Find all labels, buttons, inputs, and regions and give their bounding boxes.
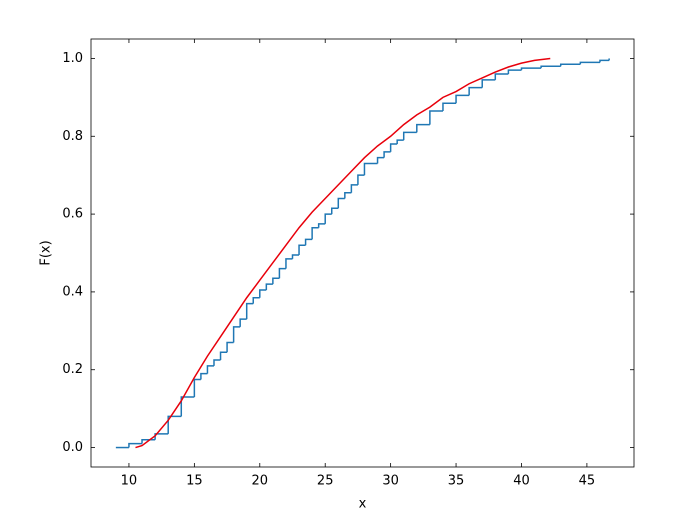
x-axis-label: x xyxy=(359,497,367,512)
step-segment xyxy=(245,302,254,320)
step-segment xyxy=(442,102,457,111)
step-segment xyxy=(265,283,273,290)
x-tick-label: 30 xyxy=(382,474,399,489)
step-segment xyxy=(599,59,610,63)
y-axis-label: F(x) xyxy=(39,240,54,265)
step-segment xyxy=(206,365,214,374)
step-segment xyxy=(416,123,430,133)
step-segment xyxy=(232,326,241,343)
step-segment xyxy=(291,254,300,259)
step-segment xyxy=(311,226,319,240)
step-segment xyxy=(383,151,391,158)
step-segment xyxy=(540,65,561,69)
x-tick-label: 15 xyxy=(186,474,203,489)
y-tick-label: 0.0 xyxy=(62,440,83,455)
step-segment xyxy=(278,267,286,279)
step-segment xyxy=(200,372,208,380)
step-segment xyxy=(402,131,417,141)
step-segment xyxy=(350,184,358,193)
step-segment xyxy=(259,289,267,298)
step-segment xyxy=(154,433,169,440)
step-segment xyxy=(344,191,352,199)
y-tick-label: 0.8 xyxy=(62,129,83,144)
step-segment xyxy=(494,73,509,80)
step-segment xyxy=(285,258,293,269)
x-tick-label: 20 xyxy=(252,474,269,489)
step-segment xyxy=(337,197,345,209)
step-segment xyxy=(481,79,496,88)
step-segment xyxy=(298,244,306,255)
step-segment xyxy=(559,63,581,67)
step-segment xyxy=(455,94,470,104)
step-segment xyxy=(226,341,234,353)
step-segment xyxy=(252,296,260,304)
step-segment xyxy=(128,442,143,448)
step-segment xyxy=(167,415,182,434)
y-tick-label: 0.2 xyxy=(62,362,83,377)
y-tick-label: 1.0 xyxy=(62,51,83,66)
y-tick-label: 0.6 xyxy=(62,207,83,222)
x-tick-label: 40 xyxy=(513,474,530,489)
step-segment xyxy=(579,61,600,65)
step-segment xyxy=(357,174,365,185)
step-segment xyxy=(376,156,385,164)
step-segment xyxy=(363,162,378,176)
x-tick-label: 35 xyxy=(448,474,465,489)
x-tick-label: 45 xyxy=(579,474,596,489)
cdf-line xyxy=(135,57,551,449)
step-segment xyxy=(219,351,228,360)
step-segment xyxy=(468,86,483,96)
step-segment xyxy=(324,213,332,224)
step-segment xyxy=(239,318,247,327)
step-segment xyxy=(317,223,326,228)
step-segment xyxy=(429,110,443,125)
step-segment xyxy=(272,277,280,285)
x-tick-label: 25 xyxy=(317,474,334,489)
step-segment xyxy=(193,378,201,397)
step-segment xyxy=(213,359,221,366)
step-segment xyxy=(389,143,398,152)
x-tick-label: 10 xyxy=(121,474,138,489)
step-segment xyxy=(520,67,542,71)
step-segment xyxy=(507,69,522,75)
step-segment xyxy=(180,396,195,417)
step-segment xyxy=(331,207,339,215)
plot-frame xyxy=(90,38,635,468)
step-segment xyxy=(396,139,404,145)
step-segment xyxy=(304,238,313,246)
y-tick-label: 0.4 xyxy=(62,284,83,299)
